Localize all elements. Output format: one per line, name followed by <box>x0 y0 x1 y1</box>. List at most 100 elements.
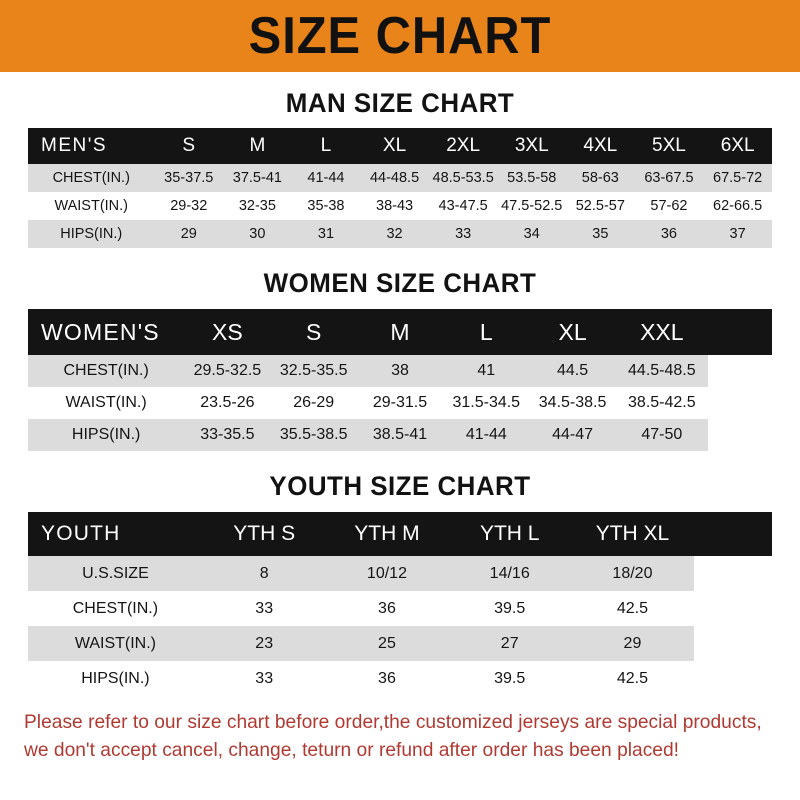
youth-header-spacer <box>693 512 772 556</box>
men-waist-2xl: 43-47.5 <box>428 192 498 220</box>
youth-us-size-yth-l: 14/16 <box>448 556 572 591</box>
youth-row-spacer <box>693 661 772 696</box>
men-chest-m: 37.5-41 <box>223 164 292 192</box>
men-corner-label: MEN'S <box>28 128 155 164</box>
women-row-spacer <box>707 419 772 451</box>
women-hips-m: 38.5-41 <box>356 419 444 451</box>
youth-row-label-us-size: U.S.SIZE <box>28 556 203 591</box>
women-column-header-xxl: XXL <box>615 309 708 355</box>
youth-chest-yth-l: 39.5 <box>448 591 572 626</box>
women-chest-m: 38 <box>356 355 444 387</box>
youth-corner-label: YOUTH <box>28 512 203 556</box>
order-policy-disclaimer: Please refer to our size chart before or… <box>24 709 765 764</box>
men-hips-5xl: 36 <box>634 220 704 248</box>
youth-hips-yth-s: 33 <box>202 661 326 696</box>
men-waist-5xl: 57-62 <box>634 192 704 220</box>
men-column-header-m: M <box>223 128 292 164</box>
women-hips-xxl: 47-50 <box>615 419 708 451</box>
men-waist-s: 29-32 <box>154 192 224 220</box>
youth-size-table-wrapper: YOUTH YTH S YTH M YTH L YTH XL U.S.SIZE … <box>28 512 772 696</box>
youth-us-size-yth-s: 8 <box>202 556 326 591</box>
table-row: CHEST(IN.) 35-37.5 37.5-41 41-44 44-48.5… <box>28 164 772 192</box>
women-chest-xs: 29.5-32.5 <box>184 355 271 387</box>
women-column-header-m: M <box>356 309 444 355</box>
youth-waist-yth-s: 23 <box>202 626 326 661</box>
youth-row-label-hips: HIPS(IN.) <box>28 661 203 696</box>
men-row-label-waist: WAIST(IN.) <box>28 192 155 220</box>
men-size-table: MEN'S S M L XL 2XL 3XL 4XL 5XL 6XL CHEST… <box>28 128 772 248</box>
men-hips-6xl: 37 <box>703 220 772 248</box>
table-row: WAIST(IN.) 23.5-26 26-29 29-31.5 31.5-34… <box>28 387 772 419</box>
men-hips-2xl: 33 <box>428 220 498 248</box>
women-row-label-chest: CHEST(IN.) <box>28 355 185 387</box>
youth-row-label-chest: CHEST(IN.) <box>28 591 203 626</box>
youth-row-spacer <box>693 591 772 626</box>
men-column-header-4xl: 4XL <box>566 128 635 164</box>
men-column-header-6xl: 6XL <box>703 128 772 164</box>
women-hips-s: 35.5-38.5 <box>270 419 357 451</box>
youth-waist-yth-l: 27 <box>448 626 572 661</box>
men-waist-m: 32-35 <box>223 192 292 220</box>
men-hips-4xl: 35 <box>566 220 635 248</box>
youth-column-header-yth-s: YTH S <box>202 512 326 556</box>
youth-column-header-yth-m: YTH M <box>325 512 449 556</box>
women-chest-xxl: 44.5-48.5 <box>615 355 708 387</box>
men-column-header-xl: XL <box>360 128 429 164</box>
men-chest-3xl: 53.5-58 <box>497 164 567 192</box>
women-row-label-waist: WAIST(IN.) <box>28 387 185 419</box>
section-title-man: MAN SIZE CHART <box>285 88 515 118</box>
youth-row-label-waist: WAIST(IN.) <box>28 626 203 661</box>
women-size-table: WOMEN'S XS S M L XL XXL CHEST(IN.) 29.5-… <box>28 309 772 451</box>
men-column-header-5xl: 5XL <box>634 128 704 164</box>
men-hips-m: 30 <box>223 220 292 248</box>
women-chest-l: 41 <box>443 355 530 387</box>
men-hips-3xl: 34 <box>497 220 567 248</box>
women-hips-l: 41-44 <box>443 419 530 451</box>
youth-chest-yth-xl: 42.5 <box>571 591 694 626</box>
women-chest-s: 32.5-35.5 <box>270 355 357 387</box>
men-row-label-chest: CHEST(IN.) <box>28 164 155 192</box>
women-row-label-hips: HIPS(IN.) <box>28 419 185 451</box>
men-column-header-3xl: 3XL <box>497 128 567 164</box>
youth-hips-yth-xl: 42.5 <box>571 661 694 696</box>
men-waist-6xl: 62-66.5 <box>703 192 772 220</box>
page-title: SIZE CHART <box>248 7 552 65</box>
men-chest-2xl: 48.5-53.5 <box>428 164 498 192</box>
disclaimer-line-2: we don't accept cancel, change, teturn o… <box>24 738 680 761</box>
men-column-header-2xl: 2XL <box>428 128 498 164</box>
women-waist-s: 26-29 <box>270 387 357 419</box>
women-waist-xl: 34.5-38.5 <box>529 387 616 419</box>
youth-hips-yth-l: 39.5 <box>448 661 572 696</box>
men-chest-6xl: 67.5-72 <box>703 164 772 192</box>
table-row: U.S.SIZE 8 10/12 14/16 18/20 <box>28 556 772 591</box>
youth-header-row: YOUTH YTH S YTH M YTH L YTH XL <box>28 512 772 556</box>
youth-column-header-yth-xl: YTH XL <box>571 512 694 556</box>
table-row: HIPS(IN.) 29 30 31 32 33 34 35 36 37 <box>28 220 772 248</box>
youth-us-size-yth-m: 10/12 <box>325 556 449 591</box>
youth-hips-yth-m: 36 <box>325 661 449 696</box>
men-hips-l: 31 <box>291 220 361 248</box>
disclaimer-line-1: Please refer to our size chart before or… <box>24 711 762 733</box>
youth-waist-yth-m: 25 <box>325 626 449 661</box>
women-row-spacer <box>707 355 772 387</box>
table-row: CHEST(IN.) 33 36 39.5 42.5 <box>28 591 772 626</box>
page-banner: SIZE CHART <box>0 0 800 72</box>
table-row: WAIST(IN.) 29-32 32-35 35-38 38-43 43-47… <box>28 192 772 220</box>
table-row: WAIST(IN.) 23 25 27 29 <box>28 626 772 661</box>
women-waist-xxl: 38.5-42.5 <box>615 387 708 419</box>
men-column-header-l: L <box>291 128 361 164</box>
men-row-label-hips: HIPS(IN.) <box>28 220 155 248</box>
men-waist-4xl: 52.5-57 <box>566 192 635 220</box>
table-row: HIPS(IN.) 33-35.5 35.5-38.5 38.5-41 41-4… <box>28 419 772 451</box>
men-chest-5xl: 63-67.5 <box>634 164 704 192</box>
men-chest-s: 35-37.5 <box>154 164 224 192</box>
table-row: HIPS(IN.) 33 36 39.5 42.5 <box>28 661 772 696</box>
men-chest-4xl: 58-63 <box>566 164 635 192</box>
women-waist-l: 31.5-34.5 <box>443 387 530 419</box>
youth-waist-yth-xl: 29 <box>571 626 694 661</box>
youth-column-header-yth-l: YTH L <box>448 512 572 556</box>
youth-chest-yth-s: 33 <box>202 591 326 626</box>
men-column-header-s: S <box>154 128 224 164</box>
men-chest-xl: 44-48.5 <box>360 164 429 192</box>
women-waist-m: 29-31.5 <box>356 387 444 419</box>
